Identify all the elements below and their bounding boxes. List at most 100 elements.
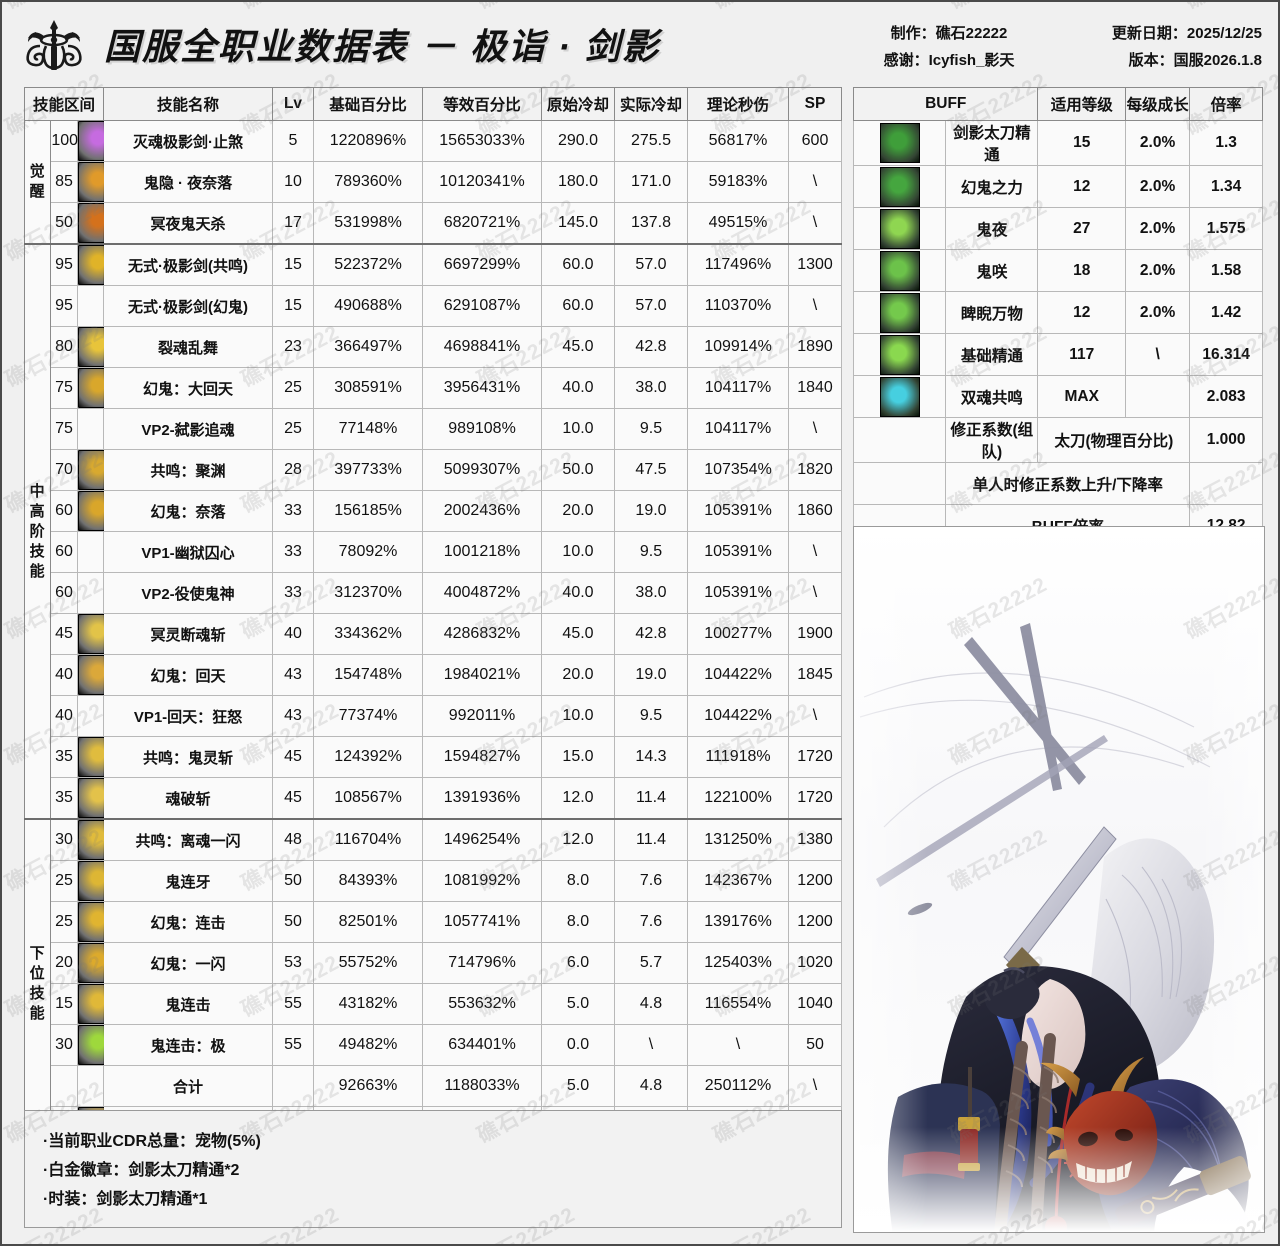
col-header-name: 技能名称 (103, 87, 273, 121)
cell-icon (76, 285, 105, 327)
cell-icon (76, 120, 118, 162)
cell-skill-lv: 28 (272, 449, 314, 491)
cell-coef-value: 太刀(物理百分比) (1037, 417, 1191, 463)
buff-icon[interactable] (879, 292, 920, 333)
buff-icon[interactable] (879, 334, 920, 375)
cell-raw-cooldown: 45.0 (541, 613, 615, 655)
col-header-base: 基础百分比 (313, 87, 423, 121)
cell-buff-level: 15 (1037, 120, 1126, 166)
cell-icon (76, 695, 105, 737)
cell-buff-name: 双魂共鸣 (945, 375, 1039, 418)
table-row: 95 无式·极影剑(幻鬼) 15 490688% 6291087% 60.0 57.0 110… (25, 285, 842, 327)
cell-buff-icon (852, 120, 947, 166)
col-header-actual-cd: 实际冷却 (614, 87, 688, 121)
cell-base-pct: 312370% (313, 572, 423, 614)
buff-table-body: 剑影太刀精通 15 2.0% 1.3 幻鬼之力 12 2.0% 1.34 鬼夜 27 2.0% 1.5… (852, 120, 1263, 547)
table-row: 40 VP1-回天：狂怒 43 77374% 992011% 10.0 9.5 104422%… (25, 695, 842, 737)
cell-buff-growth: 2.0% (1124, 165, 1191, 208)
cell-solo-label: 单人时修正系数上升/下降率 (945, 462, 1191, 505)
cell-icon (76, 449, 118, 491)
cell-spacer (852, 417, 947, 463)
buff-icon[interactable] (879, 250, 920, 291)
cell-actual-cooldown: 42.8 (614, 613, 688, 655)
cell-skill-name: 合计 (103, 1065, 273, 1107)
cell-raw-cooldown: 8.0 (541, 901, 615, 943)
cell-icon (76, 1024, 118, 1066)
cell-theoretical-dps: 125403% (687, 942, 789, 984)
cell-buff-multiplier: 1.3 (1189, 120, 1263, 166)
cell-base-pct: 308591% (313, 367, 423, 409)
cell-skill-name: 无式·极影剑(共鸣) (103, 243, 273, 286)
cell-buff-multiplier: 2.083 (1189, 375, 1263, 418)
cell-sp: 1380 (788, 818, 842, 861)
cell-level: 35 (50, 736, 78, 778)
cell-level: 25 (50, 901, 78, 943)
cell-buff-level: MAX (1037, 375, 1126, 418)
cell-equiv-pct: 553632% (422, 983, 542, 1025)
cell-actual-cooldown: 57.0 (614, 285, 688, 327)
cell-sp: 1040 (788, 983, 842, 1025)
cell-icon (76, 202, 118, 245)
cell-skill-name: 幻鬼：回天 (103, 654, 273, 696)
cell-equiv-pct: 10120341% (422, 161, 542, 203)
cell-raw-cooldown: 40.0 (541, 367, 615, 409)
update-date-label: 更新日期：2025/12/25 (1111, 25, 1262, 42)
cell-coef-multiplier: 1.000 (1189, 417, 1263, 463)
buff-row: 基础精通 117 \ 16.314 (852, 333, 1263, 376)
cell-skill-name: 幻鬼：一闪 (103, 942, 273, 984)
skill-data-table: 技能区间 技能名称 Lv 基础百分比 等效百分比 原始冷却 实际冷却 理论秒伤 … (23, 87, 842, 1148)
cell-equiv-pct: 634401% (422, 1024, 542, 1066)
cell-sp: \ (788, 531, 842, 573)
table-row: 20 幻鬼：一闪 53 55752% 714796% 6.0 5.7 125403% 1020 (25, 942, 842, 984)
cell-icon (76, 572, 105, 614)
cell-skill-name: 鬼连牙 (103, 860, 273, 902)
cell-sp: 1200 (788, 901, 842, 943)
cell-level: 30 (50, 1024, 78, 1066)
cell-skill-lv: 55 (272, 1024, 314, 1066)
cell-base-pct: 366497% (313, 326, 423, 368)
cell-skill-lv: 5 (272, 120, 314, 162)
cell-level: 95 (50, 243, 78, 286)
cell-icon (76, 161, 118, 203)
cell-base-pct: 116704% (313, 818, 423, 861)
cell-theoretical-dps: 109914% (687, 326, 789, 368)
cell-buff-level: 117 (1037, 333, 1126, 376)
cell-actual-cooldown: 11.4 (614, 818, 688, 861)
table-row: 下位技能 30 共鸣：离魂一闪 48 116704% 1496254% 12.0 11.4 13… (23, 818, 842, 1148)
cell-skill-name: VP2-役使鬼神 (103, 572, 273, 614)
cell-sp: 1900 (788, 613, 842, 655)
cell-base-pct: 49482% (313, 1024, 423, 1066)
cell-skill-name: 鬼隐 · 夜奈落 (103, 161, 273, 203)
cell-base-pct: 108567% (313, 777, 423, 820)
cell-level: 40 (50, 654, 78, 696)
cell-theoretical-dps: 104422% (687, 695, 789, 737)
cell-equiv-pct: 15653033% (422, 120, 542, 162)
buff-row: 鬼咲 18 2.0% 1.58 (852, 249, 1263, 292)
cell-theoretical-dps: 139176% (687, 901, 789, 943)
buff-icon[interactable] (879, 123, 920, 163)
cell-level: 25 (50, 860, 78, 902)
cell-buff-multiplier: 1.34 (1189, 165, 1263, 208)
cell-equiv-pct: 3956431% (422, 367, 542, 409)
buff-icon[interactable] (879, 166, 920, 207)
cell-icon (76, 736, 118, 778)
cell-buff-icon (852, 207, 947, 250)
cell-skill-name: 鬼连击：极 (103, 1024, 273, 1066)
cell-equiv-pct: 1984021% (422, 654, 542, 696)
cell-level: 35 (50, 777, 78, 820)
buff-table-head: BUFF 适用等级 每级成长 倍率 (852, 87, 1263, 121)
cell-sp: 1200 (788, 860, 842, 902)
cell-raw-cooldown: 10.0 (541, 408, 615, 450)
buff-icon[interactable] (879, 376, 920, 417)
col-header-lv: Lv (272, 87, 314, 121)
cell-actual-cooldown: 38.0 (614, 572, 688, 614)
cell-equiv-pct: 6820721% (422, 202, 542, 245)
buff-icon[interactable] (879, 208, 920, 249)
cell-actual-cooldown: 38.0 (614, 367, 688, 409)
cell-buff-icon (852, 375, 947, 418)
cell-buff-name: 鬼夜 (945, 207, 1039, 250)
cell-icon (76, 243, 118, 286)
cell-skill-lv: 33 (272, 490, 314, 532)
cell-sp: 1020 (788, 942, 842, 984)
cell-actual-cooldown: 19.0 (614, 654, 688, 696)
